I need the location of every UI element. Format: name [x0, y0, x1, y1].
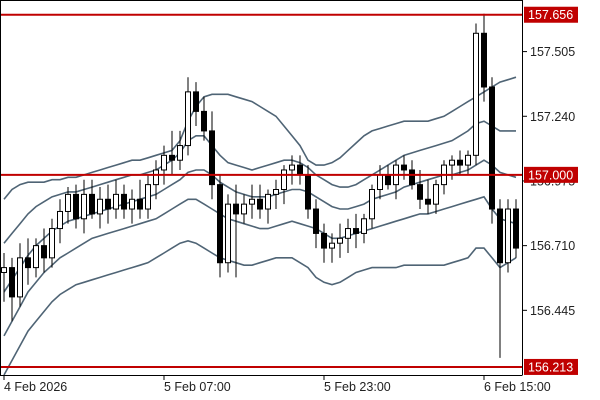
candle-body-down — [497, 208, 503, 264]
candle-body-down — [193, 91, 199, 112]
candle-body-down — [9, 267, 15, 298]
level-labels: 157.656 157.000 156.213 — [524, 6, 578, 375]
candle-body-down — [217, 184, 223, 264]
candle-body-down — [25, 257, 31, 269]
candle-body-down — [313, 208, 319, 234]
candle-body-down — [257, 198, 263, 210]
candle-body-up — [449, 159, 455, 166]
candle-body-up — [185, 91, 191, 147]
candle-body-down — [105, 198, 111, 210]
candle-body-down — [401, 164, 407, 171]
y-tick-label: 157.240 — [530, 110, 575, 124]
candle-body-down — [321, 232, 327, 249]
candle-body-down — [297, 164, 303, 176]
candle-body-up — [249, 198, 255, 205]
candle-body-down — [409, 169, 415, 186]
candle-body-up — [273, 189, 279, 195]
candle-body-down — [89, 193, 95, 215]
candle-body-down — [73, 193, 79, 220]
candle-body-up — [65, 193, 71, 212]
candle-body-down — [41, 245, 47, 259]
candle-body-up — [161, 154, 167, 171]
candle-body-up — [337, 237, 343, 244]
candle-body-up — [129, 198, 135, 210]
candle-body-down — [121, 193, 127, 210]
level-label: 157.000 — [528, 168, 573, 182]
candle-body-down — [201, 110, 207, 132]
candle-body-up — [57, 210, 63, 230]
band-upper2-line — [3, 76, 517, 200]
candle-body-down — [481, 32, 487, 88]
candle-body-up — [433, 184, 439, 205]
candle-body-up — [1, 267, 7, 273]
candle-body-up — [145, 184, 151, 210]
candle-body-down — [169, 154, 175, 161]
level-label-box — [524, 166, 578, 183]
candle-body-down — [513, 208, 519, 249]
candle-body-up — [473, 32, 479, 156]
level-label: 157.656 — [528, 8, 573, 22]
candle-body-up — [289, 164, 295, 171]
x-axis-ticks: 4 Feb 2026 5 Feb 07:00 5 Feb 23:00 6 Feb 15… — [3, 375, 551, 394]
level-label: 156.213 — [528, 360, 573, 374]
level-label-box — [524, 358, 578, 375]
candle-body-up — [241, 203, 247, 215]
level-label-box — [524, 6, 578, 23]
candle-body-down — [137, 198, 143, 210]
candle-body-up — [505, 208, 511, 264]
candle-body-up — [33, 245, 39, 269]
y-tick-label: 156.710 — [530, 239, 575, 253]
candle-body-down — [209, 130, 215, 186]
candle-body-down — [353, 228, 359, 234]
candle-body-up — [369, 189, 375, 220]
candle-body-up — [49, 228, 55, 259]
x-tick-label: 5 Feb 07:00 — [164, 380, 231, 394]
candle-body-up — [97, 198, 103, 215]
x-tick-label: 4 Feb 2026 — [4, 380, 67, 394]
band-lower2-line — [3, 239, 517, 376]
candles — [1, 13, 519, 358]
candle-body-up — [265, 193, 271, 210]
axes — [0, 0, 523, 376]
candle-body-up — [465, 154, 471, 166]
candle-body-up — [361, 218, 367, 234]
candle-body-up — [225, 203, 231, 264]
candle-body-up — [377, 174, 383, 191]
candle-body-down — [417, 184, 423, 200]
candle-body-up — [177, 145, 183, 161]
band-lower1-line — [3, 195, 517, 337]
x-tick-label: 5 Feb 23:00 — [324, 380, 391, 394]
x-tick-label: 6 Feb 15:00 — [484, 380, 551, 394]
candle-body-up — [113, 193, 119, 210]
candle-body-up — [281, 169, 287, 190]
band-upper1-line — [3, 120, 516, 244]
candle-body-up — [17, 257, 23, 298]
candle-body-down — [385, 174, 391, 186]
candle-body-up — [345, 228, 351, 239]
candle-body-down — [305, 174, 311, 210]
candle-body-down — [457, 159, 463, 166]
candle-body-up — [81, 193, 87, 220]
y-tick-label: 157.505 — [530, 45, 575, 59]
candle-body-down — [489, 86, 495, 210]
horizontal-levels — [0, 13, 522, 368]
candle-body-down — [233, 203, 239, 215]
candle-body-up — [329, 242, 335, 249]
y-tick-label: 156.445 — [530, 304, 575, 318]
candle-body-down — [425, 198, 431, 205]
candle-body-up — [153, 169, 159, 186]
